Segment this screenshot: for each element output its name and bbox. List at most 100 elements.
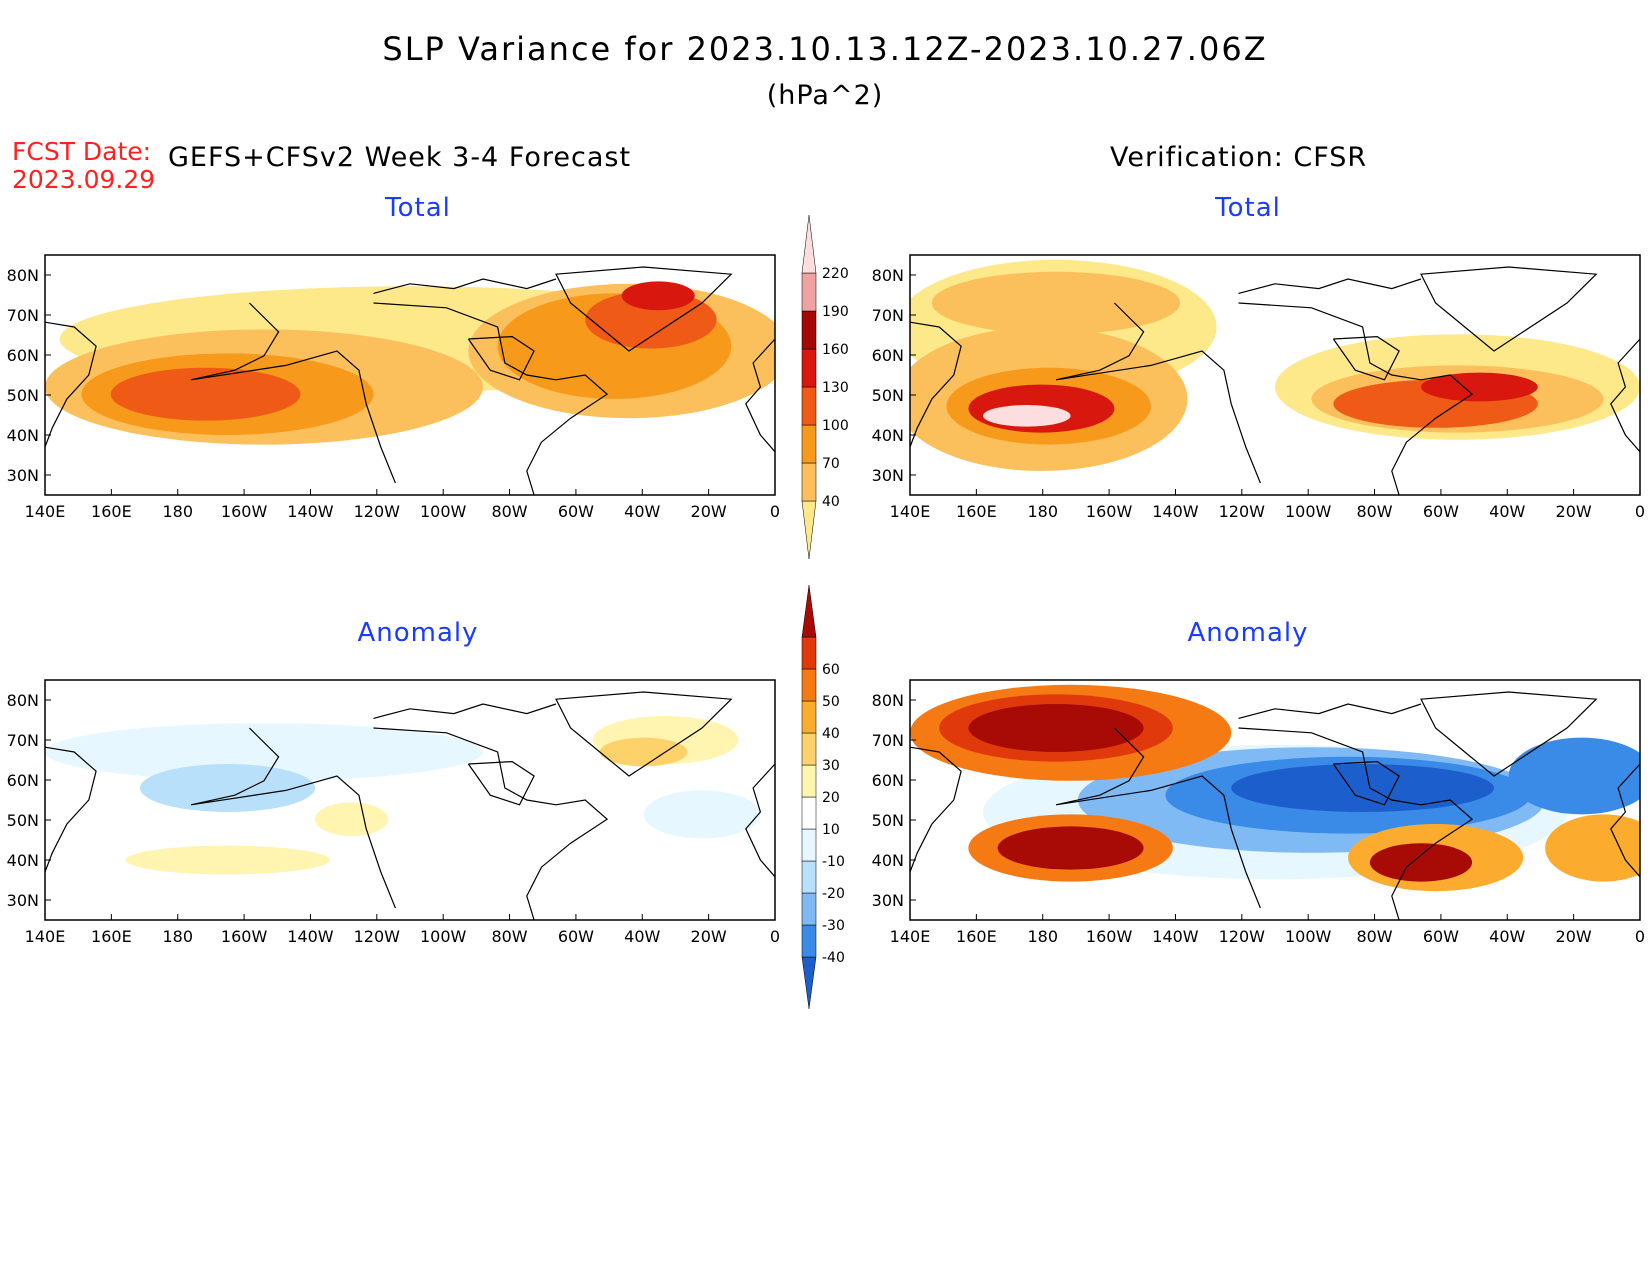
lon-label: 100W xyxy=(1285,927,1332,946)
colorbar-segment xyxy=(801,214,817,274)
coastline-hudson-bay xyxy=(1332,335,1400,381)
coastlines xyxy=(910,266,1640,495)
colorbar-label: 220 xyxy=(822,266,849,282)
lon-label: 140E xyxy=(890,927,931,946)
fcst-date-value: 2023.09.29 xyxy=(12,165,156,194)
lat-label: 40N xyxy=(872,426,904,445)
lon-label: 0 xyxy=(770,502,780,521)
coastlines xyxy=(45,691,775,920)
verification-label: Verification: CFSR xyxy=(1110,142,1368,173)
coastlines xyxy=(910,691,1640,920)
coastline-greenland xyxy=(1420,691,1598,777)
lon-label: 140W xyxy=(1152,927,1199,946)
map-frame xyxy=(44,679,776,921)
colorbar-segment xyxy=(801,668,817,702)
lon-label: 80W xyxy=(491,502,527,521)
lat-label: 70N xyxy=(872,731,904,750)
fcst-date: FCST Date: 2023.09.29 xyxy=(12,138,155,194)
lon-label: 140W xyxy=(287,502,334,521)
colorbar-label: -10 xyxy=(822,854,845,870)
lon-label: 20W xyxy=(691,502,727,521)
colorbar-label: 40 xyxy=(822,726,840,742)
forecast-total-title: Total xyxy=(385,193,451,223)
map-frame xyxy=(44,254,776,496)
coastline-greenland xyxy=(1420,266,1598,352)
lat-label: 60N xyxy=(7,346,39,365)
lon-label: 140W xyxy=(287,927,334,946)
coastline-alaska xyxy=(190,302,396,484)
coastline-arctic-islands xyxy=(373,703,557,719)
lon-label: 140W xyxy=(1152,502,1199,521)
colorbar-segment xyxy=(801,796,817,830)
coastlines xyxy=(45,266,775,495)
colorbar-segment xyxy=(801,924,817,958)
coastline-hudson-bay xyxy=(467,335,535,381)
coastline-asia xyxy=(45,321,97,448)
lon-label: 140E xyxy=(25,927,66,946)
lon-label: 60W xyxy=(1423,927,1459,946)
contour-fill-group xyxy=(910,684,1640,892)
lon-label: 20W xyxy=(1556,502,1592,521)
lon-label: 100W xyxy=(420,927,467,946)
lon-label: 180 xyxy=(1027,927,1058,946)
colorbar-label: 40 xyxy=(822,494,840,510)
colorbar-segment xyxy=(801,500,817,560)
lat-label: 30N xyxy=(872,466,904,485)
lon-label: 100W xyxy=(420,502,467,521)
colorbar-segment xyxy=(801,462,817,502)
lat-label: 50N xyxy=(7,386,39,405)
coastline-greenland xyxy=(555,266,733,352)
colorbar-label: 10 xyxy=(822,822,840,838)
lon-label: 40W xyxy=(624,927,660,946)
lat-label: 60N xyxy=(872,346,904,365)
colorbar-segment xyxy=(801,956,817,1010)
coastline-arctic-islands xyxy=(1238,278,1422,294)
colorbar-segment xyxy=(801,636,817,670)
contour-region xyxy=(1369,843,1473,882)
coastline-greenland xyxy=(555,691,733,777)
colorbar-label: -20 xyxy=(822,886,845,902)
contour-region xyxy=(968,704,1144,752)
anomaly-colorbar: -40 -30 -20 -10 10 20 30 40 50 60 xyxy=(801,584,845,1010)
contour-region xyxy=(1545,814,1640,882)
lat-label: 80N xyxy=(872,266,904,285)
contour-region xyxy=(154,382,257,407)
forecast-anomaly-map: 140E 160E 180 160W 140W 120W 100W 80W 60W 40W 20W 0… xyxy=(7,679,780,946)
total-colorbar: 40 70 100 130 160 190 220 xyxy=(801,214,849,560)
coastline-north-america xyxy=(373,302,609,495)
lat-label: 40N xyxy=(7,851,39,870)
contour-region xyxy=(1508,737,1640,815)
colorbar-label: 30 xyxy=(822,758,840,774)
colorbar-segment xyxy=(801,828,817,862)
model-label: GEFS+CFSv2 Week 3-4 Forecast xyxy=(168,142,632,173)
coastline-arctic-islands xyxy=(1238,703,1422,719)
lon-label: 20W xyxy=(1556,927,1592,946)
verif-total-title: Total xyxy=(1215,193,1281,223)
lat-label: 30N xyxy=(872,891,904,910)
lon-label: 160W xyxy=(221,927,268,946)
verif-anomaly-title: Anomaly xyxy=(1187,618,1309,648)
contour-region xyxy=(643,790,761,839)
coastline-north-america xyxy=(373,727,609,920)
map-frame xyxy=(909,254,1641,496)
colorbar-label: 60 xyxy=(822,662,840,678)
lat-label: 40N xyxy=(872,851,904,870)
lat-label: 60N xyxy=(7,771,39,790)
coastline-europe xyxy=(745,763,775,878)
lat-label: 80N xyxy=(872,691,904,710)
coastline-hudson-bay xyxy=(1332,760,1400,806)
contour-region xyxy=(599,737,688,767)
lon-label: 100W xyxy=(1285,502,1332,521)
lat-label: 70N xyxy=(7,731,39,750)
lon-label: 160W xyxy=(1086,502,1133,521)
colorbar-label: -30 xyxy=(822,918,845,934)
forecast-total-map: 140E 160E 180 160W 140W 120W 100W 80W 60W 40W 20W 0… xyxy=(7,254,780,521)
colorbar-label: -40 xyxy=(822,950,845,966)
lon-label: 160E xyxy=(956,502,997,521)
coastline-arctic-islands xyxy=(373,278,557,294)
colorbar-label: 70 xyxy=(822,456,840,472)
colorbar-segment xyxy=(801,348,817,388)
lon-label: 140E xyxy=(25,502,66,521)
colorbar-label: 100 xyxy=(822,418,849,434)
lon-label: 0 xyxy=(1635,502,1645,521)
